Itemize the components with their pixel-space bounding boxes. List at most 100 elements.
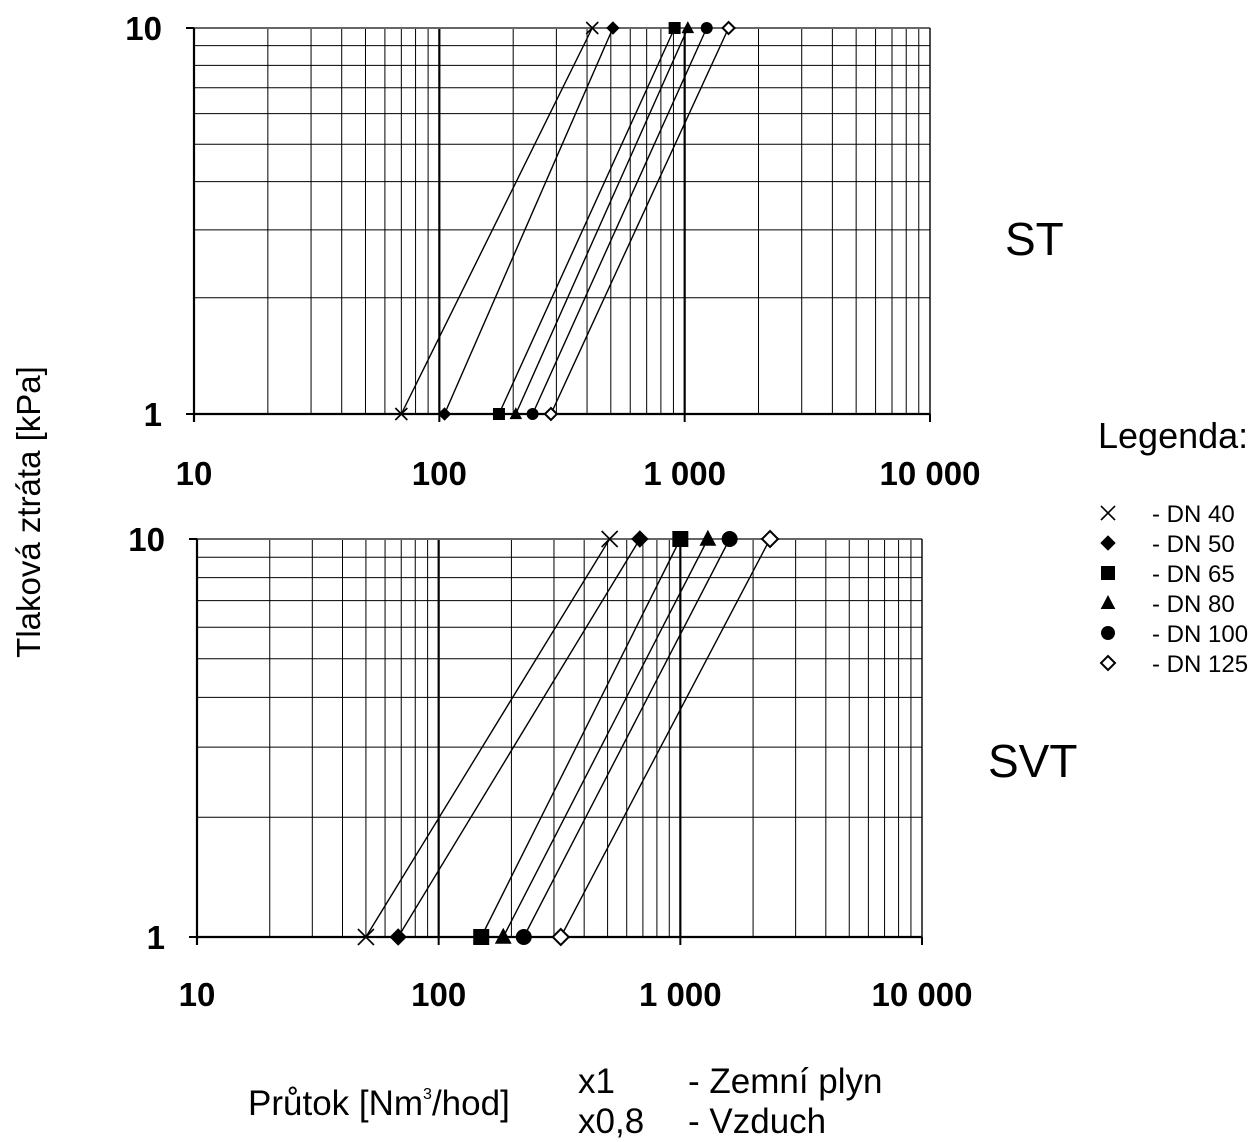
- data-point-dn80-shape: [509, 407, 523, 420]
- data-point-dn50: [606, 21, 620, 35]
- panel-title-svt: SVT: [988, 735, 1077, 787]
- data-point-dn125: [551, 927, 571, 947]
- data-point-dn50-shape: [389, 928, 407, 946]
- data-point-dn100-shape: [515, 929, 532, 945]
- x-axis-label-superscript: 3: [423, 1086, 432, 1103]
- data-point-dn65-shape: [492, 408, 505, 420]
- x-tick-label: 100: [411, 976, 466, 1013]
- y-tick-label: 1: [144, 396, 162, 433]
- data-point-dn40-stroke-b: [601, 530, 619, 548]
- data-point-dn65: [668, 22, 681, 34]
- data-point-dn40: [394, 407, 408, 421]
- series-line-dn50: [397, 538, 641, 938]
- data-point-dn50-shape: [631, 530, 649, 548]
- legend-entry-dn80: - DN 80: [1100, 591, 1235, 618]
- legend-marker-dn125: [1099, 654, 1117, 672]
- data-point-dn125-shape: [721, 20, 736, 36]
- data-point-dn125: [721, 20, 736, 36]
- legend-marker-dn65: [1101, 566, 1115, 580]
- data-point-dn65-shape: [672, 531, 689, 547]
- data-point-dn50: [389, 928, 407, 946]
- data-point-dn100-shape: [700, 22, 713, 34]
- panel-title-st: ST: [1005, 213, 1064, 265]
- legend-marker-dn100: [1101, 626, 1115, 640]
- data-point-dn65-shape: [668, 22, 681, 34]
- series-line-dn65: [480, 538, 681, 938]
- data-point-dn125: [543, 406, 559, 422]
- data-point-dn40: [585, 21, 599, 35]
- factor-natural-gas: x1: [578, 1062, 615, 1101]
- series-dn100: [515, 531, 738, 945]
- series-dn40: [357, 530, 619, 946]
- data-point-dn50: [437, 407, 452, 421]
- x-tick-label: 1 000: [643, 455, 726, 492]
- series-dn50: [437, 21, 620, 421]
- x-tick-label: 10 000: [872, 976, 973, 1013]
- series-line-dn100: [523, 538, 731, 938]
- series-dn100: [526, 22, 713, 420]
- chart-panel-svt: 10 100 1 000 10 000 1 10 SVT: [128, 521, 1077, 1013]
- data-point-dn100: [515, 929, 532, 945]
- x-tick-label: 100: [412, 455, 467, 492]
- y-tick-label: 10: [128, 521, 165, 558]
- data-point-dn50: [631, 530, 649, 548]
- legend-marker-dn100-shape: [1101, 626, 1115, 640]
- legend-marker-dn40-stroke-b: [1100, 505, 1116, 521]
- data-point-dn80: [509, 407, 523, 420]
- series-line-dn80: [502, 538, 709, 938]
- data-point-dn50-shape: [606, 21, 620, 35]
- legend-entry-dn50: - DN 50: [1100, 531, 1235, 558]
- x-tick-label: 10: [179, 976, 216, 1013]
- data-point-dn100: [526, 408, 539, 420]
- data-point-dn80-shape: [494, 927, 512, 944]
- legend-marker-dn50-shape: [1100, 535, 1116, 551]
- legend-marker-dn80-shape: [1100, 594, 1116, 609]
- legend-label-dn40: - DN 40: [1152, 501, 1235, 528]
- x-tick-label: 10 000: [880, 455, 981, 492]
- factor-air: x0,8: [578, 1102, 645, 1141]
- series-line-dn125: [550, 27, 730, 415]
- data-point-dn65: [473, 929, 490, 945]
- series-dn50: [389, 530, 649, 946]
- legend-entry-dn65: - DN 65: [1101, 561, 1235, 588]
- legend-marker-dn125-shape: [1099, 654, 1117, 672]
- data-point-dn100-shape: [721, 531, 738, 547]
- data-point-dn65: [672, 531, 689, 547]
- series-line-dn40: [365, 538, 611, 938]
- series-line-dn40: [400, 27, 593, 415]
- data-point-dn100: [721, 531, 738, 547]
- legend-label-dn65: - DN 65: [1152, 561, 1235, 588]
- chart-panel-st: 10 100 1 000 10 000 1 10 ST: [125, 10, 1064, 492]
- factor-air-label: - Vzduch: [688, 1102, 827, 1141]
- series-dn80: [509, 21, 695, 420]
- series-dn125: [543, 20, 736, 422]
- y-axis-label: Tlaková ztráta [kPa]: [10, 366, 47, 658]
- data-point-dn100: [700, 22, 713, 34]
- data-point-dn125-shape: [760, 529, 780, 549]
- legend-label-dn125: - DN 125: [1152, 651, 1248, 678]
- data-point-dn65: [492, 408, 505, 420]
- series-dn65: [492, 22, 681, 420]
- legend-label-dn50: - DN 50: [1152, 531, 1235, 558]
- legend-marker-dn65-shape: [1101, 566, 1115, 580]
- legend-label-dn80: - DN 80: [1152, 591, 1235, 618]
- data-point-dn100-shape: [526, 408, 539, 420]
- data-point-dn80: [681, 21, 695, 34]
- factor-natural-gas-label: - Zemní plyn: [688, 1062, 883, 1101]
- x-axis-label-text: Průtok [Nm: [248, 1084, 424, 1123]
- legend-marker-dn40: [1100, 505, 1116, 521]
- data-point-dn40-stroke-b: [585, 21, 599, 35]
- series-line-dn100: [531, 27, 708, 415]
- legend-label-dn100: - DN 100: [1152, 621, 1248, 648]
- y-tick-label: 1: [147, 919, 165, 956]
- series-line-dn80: [515, 27, 689, 415]
- series-dn80: [494, 529, 717, 944]
- legend-title: Legenda:: [1098, 415, 1248, 456]
- data-point-dn80: [494, 927, 512, 944]
- data-point-dn125: [760, 529, 780, 549]
- data-point-dn80-shape: [681, 21, 695, 34]
- legend-marker-dn50: [1100, 535, 1116, 551]
- data-point-dn80-shape: [699, 529, 717, 546]
- series-dn125: [551, 529, 780, 947]
